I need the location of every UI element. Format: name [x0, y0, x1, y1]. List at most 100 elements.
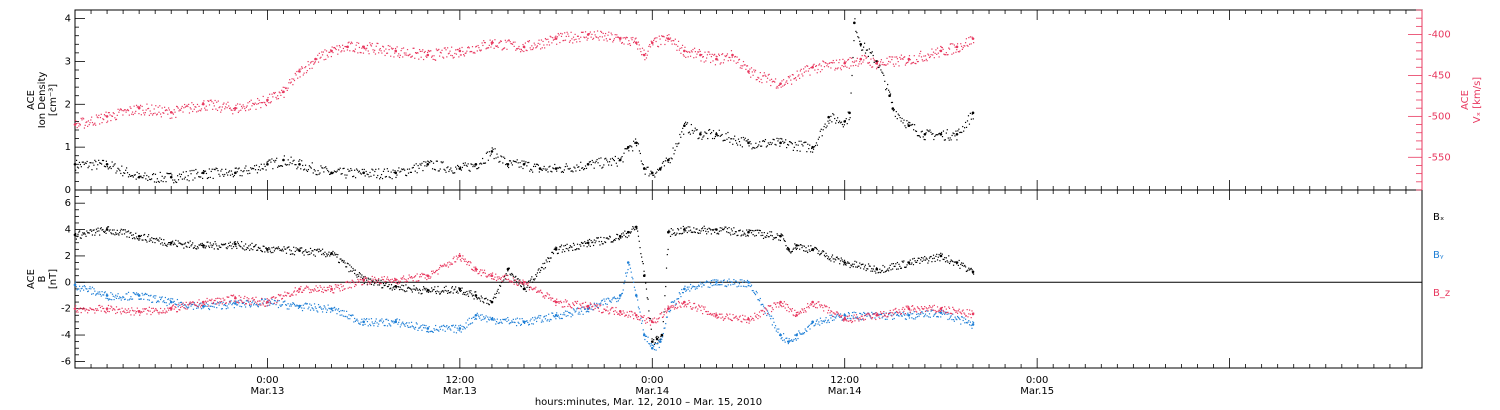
data-trace-dot-2-1 — [230, 300, 232, 302]
data-trace-dot-2-1 — [759, 297, 761, 300]
data-trace-dot-1-1 — [391, 48, 393, 50]
data-trace-dot-1-0 — [384, 176, 387, 178]
data-trace-dot-2-0 — [642, 263, 644, 265]
data-trace-dot-2-1 — [520, 323, 522, 326]
data-trace-dot-1-1 — [616, 34, 618, 36]
data-trace-dot-1-1 — [568, 41, 571, 43]
data-trace-dot-2-1 — [356, 318, 358, 320]
data-trace-dot-2-0 — [135, 236, 138, 238]
data-trace-dot-2-1 — [318, 306, 320, 308]
data-trace-dot-2-0 — [572, 249, 574, 251]
data-trace-dot-1-1 — [692, 48, 694, 51]
data-trace-dot-2-1 — [764, 312, 766, 314]
data-trace-dot-2-1 — [781, 336, 783, 339]
data-trace-dot-1-0 — [928, 130, 930, 133]
data-trace-dot-2-0 — [161, 242, 163, 244]
data-trace-dot-1-1 — [305, 65, 307, 68]
data-trace-dot-2-0 — [273, 246, 275, 248]
data-trace-dot-1-1 — [127, 110, 130, 112]
data-trace-dot-1-0 — [191, 169, 193, 172]
data-trace-dot-1-1 — [223, 102, 225, 104]
data-trace-dot-2-0 — [360, 276, 362, 278]
data-trace-dot-2-1 — [908, 317, 911, 319]
data-trace-dot-1-1 — [356, 41, 358, 44]
data-trace-dot-1-1 — [641, 47, 644, 49]
data-trace-dot-2-2 — [79, 308, 81, 310]
data-trace-dot-1-1 — [80, 117, 82, 120]
data-trace-dot-2-1 — [107, 299, 110, 301]
data-trace-dot-1-0 — [925, 132, 927, 134]
data-trace-dot-2-1 — [855, 312, 857, 314]
data-trace-dot-2-0 — [732, 233, 734, 235]
data-trace-dot-1-0 — [865, 49, 868, 51]
data-trace-dot-1-1 — [280, 94, 282, 96]
data-trace-dot-1-1 — [300, 68, 302, 70]
data-trace-dot-2-0 — [402, 289, 404, 291]
data-trace-dot-2-0 — [368, 278, 370, 280]
data-trace-dot-1-0 — [305, 169, 308, 171]
data-trace-dot-2-0 — [944, 261, 947, 263]
data-trace-dot-1-1 — [236, 107, 238, 109]
data-trace-dot-2-0 — [407, 286, 409, 288]
data-trace-dot-2-1 — [325, 308, 327, 310]
data-trace-dot-1-0 — [886, 87, 888, 90]
data-trace-dot-1-0 — [96, 168, 98, 170]
data-trace-dot-1-1 — [544, 47, 546, 49]
data-trace-dot-2-1 — [172, 301, 175, 303]
data-trace-dot-1-0 — [178, 173, 181, 175]
data-trace-dot-2-1 — [402, 321, 404, 323]
data-trace-dot-2-2 — [115, 312, 117, 315]
data-trace-dot-2-1 — [255, 304, 257, 306]
data-trace-dot-2-0 — [879, 268, 881, 270]
data-trace-dot-2-0 — [864, 264, 866, 266]
data-trace-dot-1-1 — [252, 103, 255, 105]
data-trace-dot-1-1 — [908, 55, 911, 57]
data-trace-dot-2-1 — [596, 302, 598, 305]
data-trace-dot-2-1 — [238, 302, 240, 304]
data-point-1-0 — [105, 162, 109, 166]
data-trace-dot-2-1 — [616, 300, 618, 303]
data-trace-dot-1-1 — [345, 46, 347, 48]
data-trace-dot-2-0 — [655, 336, 657, 338]
data-trace-dot-2-0 — [125, 231, 127, 233]
data-trace-dot-1-1 — [671, 43, 673, 45]
data-trace-dot-2-0 — [225, 247, 227, 249]
data-trace-dot-2-1 — [600, 302, 602, 304]
data-trace-dot-1-0 — [965, 126, 968, 128]
data-trace-dot-1-0 — [231, 173, 234, 175]
data-trace-dot-2-2 — [91, 308, 93, 311]
data-trace-dot-1-0 — [142, 177, 144, 179]
data-trace-dot-2-0 — [204, 245, 206, 247]
data-trace-dot-2-0 — [722, 228, 724, 231]
data-trace-dot-2-1 — [963, 317, 965, 319]
data-trace-dot-2-0 — [900, 267, 903, 269]
data-trace-dot-1-0 — [916, 135, 919, 137]
data-trace-dot-2-1 — [851, 315, 853, 317]
data-trace-dot-2-0 — [317, 248, 319, 250]
data-trace-dot-1-1 — [947, 54, 949, 56]
data-trace-dot-2-1 — [602, 304, 604, 306]
data-trace-dot-1-0 — [346, 174, 348, 176]
data-trace-dot-2-1 — [264, 298, 266, 300]
data-trace-dot-2-1 — [789, 340, 791, 342]
data-trace-dot-1-0 — [499, 160, 501, 163]
data-trace-dot-2-1 — [660, 338, 662, 340]
data-trace-dot-2-1 — [634, 289, 636, 291]
data-trace-dot-2-1 — [973, 322, 975, 324]
data-trace-dot-2-1 — [949, 316, 951, 318]
data-trace-dot-1-1 — [238, 110, 240, 112]
data-trace-dot-1-0 — [643, 167, 645, 169]
data-trace-dot-1-0 — [545, 169, 547, 172]
data-trace-dot-2-0 — [829, 258, 831, 260]
data-trace-dot-2-0 — [746, 234, 749, 236]
data-trace-dot-1-0 — [649, 173, 651, 175]
data-trace-dot-1-1 — [591, 33, 593, 36]
data-trace-dot-1-0 — [503, 156, 505, 158]
data-trace-dot-2-1 — [726, 280, 729, 282]
data-trace-dot-2-0 — [589, 245, 591, 247]
data-trace-dot-2-0 — [422, 286, 425, 288]
data-trace-dot-2-0 — [198, 244, 200, 246]
data-trace-dot-1-1 — [426, 51, 429, 53]
data-trace-dot-1-0 — [278, 165, 281, 167]
data-trace-dot-2-1 — [694, 288, 696, 290]
